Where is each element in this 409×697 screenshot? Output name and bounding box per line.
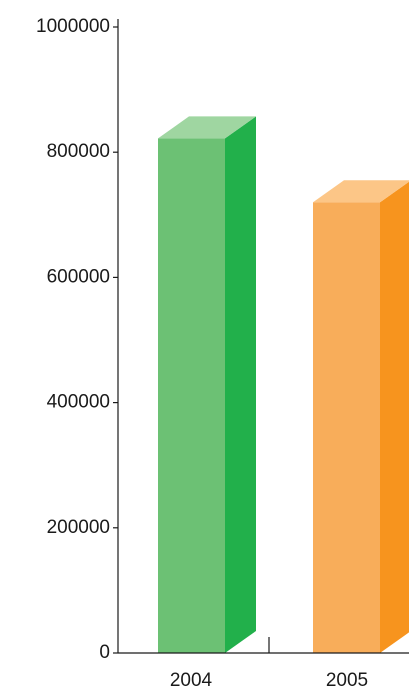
y-tick-label: 600000 xyxy=(47,266,110,287)
bar-side-face xyxy=(225,116,256,654)
bar-top-face xyxy=(158,116,256,139)
bars-layer xyxy=(158,116,409,654)
x-tick-label: 2005 xyxy=(326,670,368,691)
x-tick-label: 2004 xyxy=(170,670,213,691)
axes-layer xyxy=(117,19,409,654)
bar-side-face xyxy=(380,181,409,653)
x-labels-layer: 2004 2005 xyxy=(170,637,368,691)
bar-2005 xyxy=(313,180,409,653)
bar-top-face xyxy=(313,180,409,203)
y-tick-label: 400000 xyxy=(47,392,110,413)
y-tick-label: 200000 xyxy=(47,517,110,538)
bar-2004 xyxy=(158,116,256,654)
y-tick-label: 0 xyxy=(99,642,110,663)
y-tick-label: 800000 xyxy=(47,141,110,162)
bar-front-face xyxy=(313,202,380,653)
bar-front-face xyxy=(158,138,225,654)
y-tick-label: 1000000 xyxy=(36,16,110,37)
y-ticks-layer: 0 200000 400000 600000 800000 1000000 xyxy=(36,16,118,663)
